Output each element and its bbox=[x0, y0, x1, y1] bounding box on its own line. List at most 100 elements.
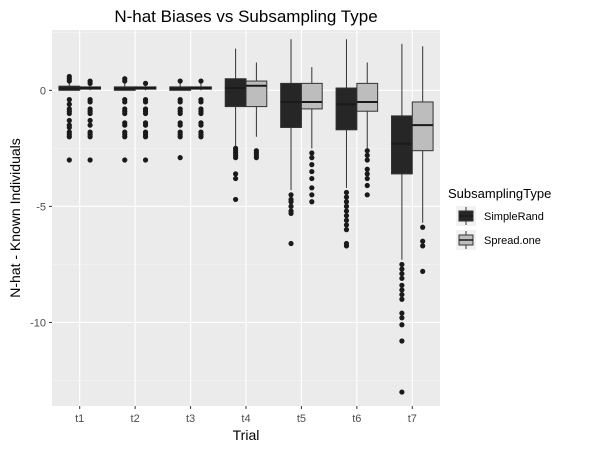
x-tick-label: t5 bbox=[297, 413, 306, 425]
outlier-point bbox=[142, 134, 149, 140]
box-Spread.one-t7 bbox=[411, 46, 434, 274]
outlier-point bbox=[198, 99, 204, 105]
outlier-point bbox=[364, 182, 370, 189]
outlier-point bbox=[399, 266, 405, 272]
y-axis-title: N-hat - Known Individuals bbox=[7, 138, 23, 298]
box-Spread.one-t3 bbox=[190, 78, 212, 140]
outlier-point bbox=[399, 275, 405, 281]
legend-title: SubsamplingType bbox=[448, 186, 551, 201]
outlier-point bbox=[288, 210, 294, 216]
outlier-point bbox=[343, 194, 350, 200]
outlier-point bbox=[66, 97, 72, 103]
outlier-point bbox=[66, 110, 72, 117]
x-tick-label: t4 bbox=[241, 413, 250, 425]
box-SimpleRand-t5 bbox=[280, 39, 302, 247]
outlier-point bbox=[288, 240, 294, 247]
outlier-point bbox=[364, 152, 370, 158]
outlier-point bbox=[66, 134, 72, 140]
outlier-point bbox=[364, 175, 370, 182]
box-rect bbox=[335, 87, 358, 131]
legend-item: Spread.one bbox=[456, 230, 541, 250]
outlier-point bbox=[122, 78, 128, 84]
box-Spread.one-t1 bbox=[79, 78, 102, 163]
box-SimpleRand-t1 bbox=[58, 73, 81, 163]
x-axis-title: Trial bbox=[233, 427, 260, 443]
outlier-point bbox=[233, 175, 239, 182]
outlier-point bbox=[399, 291, 405, 298]
box-rect bbox=[391, 115, 413, 175]
outlier-point bbox=[66, 157, 72, 163]
outlier-point bbox=[343, 208, 350, 214]
chart-title: N-hat Biases vs Subsampling Type bbox=[114, 7, 377, 26]
outlier-point bbox=[142, 80, 149, 86]
outlier-point bbox=[420, 238, 426, 244]
outlier-point bbox=[309, 199, 315, 205]
outlier-point bbox=[198, 122, 204, 128]
outlier-point bbox=[399, 310, 405, 316]
outlier-point bbox=[122, 99, 128, 105]
outlier-point bbox=[343, 243, 350, 249]
legend-item: SimpleRand bbox=[456, 206, 544, 226]
outlier-point bbox=[233, 171, 239, 177]
outlier-point bbox=[343, 203, 350, 209]
outlier-point bbox=[122, 110, 128, 117]
outlier-point bbox=[364, 157, 370, 163]
legend: SubsamplingType SimpleRand Spread.one bbox=[448, 186, 551, 250]
outlier-point bbox=[142, 110, 149, 117]
outlier-point bbox=[399, 389, 405, 395]
outlier-point bbox=[233, 196, 239, 203]
box-SimpleRand-t4 bbox=[224, 48, 247, 203]
outlier-point bbox=[87, 122, 93, 128]
outlier-point bbox=[399, 338, 405, 344]
outlier-point bbox=[87, 110, 93, 117]
outlier-point bbox=[122, 122, 128, 128]
outlier-point bbox=[288, 199, 294, 205]
outlier-point bbox=[177, 110, 183, 117]
x-tick-label: t3 bbox=[186, 413, 195, 425]
outlier-point bbox=[198, 110, 204, 117]
outlier-point bbox=[399, 322, 405, 328]
y-tick-label: -5 bbox=[36, 201, 46, 213]
legend-label: Spread.one bbox=[484, 235, 541, 247]
grid-major bbox=[52, 30, 440, 406]
outlier-point bbox=[198, 78, 204, 84]
legend-items: SimpleRand Spread.one bbox=[456, 206, 544, 250]
outlier-point bbox=[66, 101, 72, 107]
outlier-point bbox=[142, 157, 149, 163]
outlier-point bbox=[343, 222, 350, 228]
box-rect bbox=[224, 78, 247, 108]
outlier-point bbox=[253, 155, 259, 161]
outlier-point bbox=[399, 282, 405, 288]
outlier-point bbox=[122, 134, 128, 140]
outlier-point bbox=[343, 213, 350, 219]
legend-label: SimpleRand bbox=[484, 211, 544, 223]
outlier-point bbox=[420, 268, 426, 274]
box-rect bbox=[411, 101, 434, 152]
outlier-point bbox=[399, 287, 405, 293]
outlier-point bbox=[66, 78, 72, 84]
box-groups bbox=[58, 39, 434, 395]
x-tick-label: t1 bbox=[75, 413, 84, 425]
outlier-point bbox=[364, 192, 370, 198]
outlier-point bbox=[309, 192, 315, 198]
box-SimpleRand-t3 bbox=[169, 78, 192, 161]
outlier-point bbox=[87, 157, 93, 163]
box-rect bbox=[356, 82, 379, 112]
outlier-point bbox=[343, 217, 350, 223]
outlier-point bbox=[364, 171, 370, 177]
outlier-point bbox=[66, 124, 72, 131]
outlier-point bbox=[399, 271, 405, 277]
box-Spread.one-t5 bbox=[300, 67, 323, 205]
y-tick-label: 0 bbox=[40, 85, 46, 97]
x-tick-label: t2 bbox=[131, 413, 140, 425]
outlier-point bbox=[142, 122, 149, 128]
outlier-point bbox=[177, 122, 183, 128]
outlier-point bbox=[309, 150, 315, 156]
outlier-point bbox=[343, 227, 350, 233]
outlier-point bbox=[309, 185, 315, 191]
box-Spread.one-t4 bbox=[245, 62, 268, 161]
outlier-point bbox=[309, 168, 315, 175]
x-tick-label: t6 bbox=[352, 413, 361, 425]
